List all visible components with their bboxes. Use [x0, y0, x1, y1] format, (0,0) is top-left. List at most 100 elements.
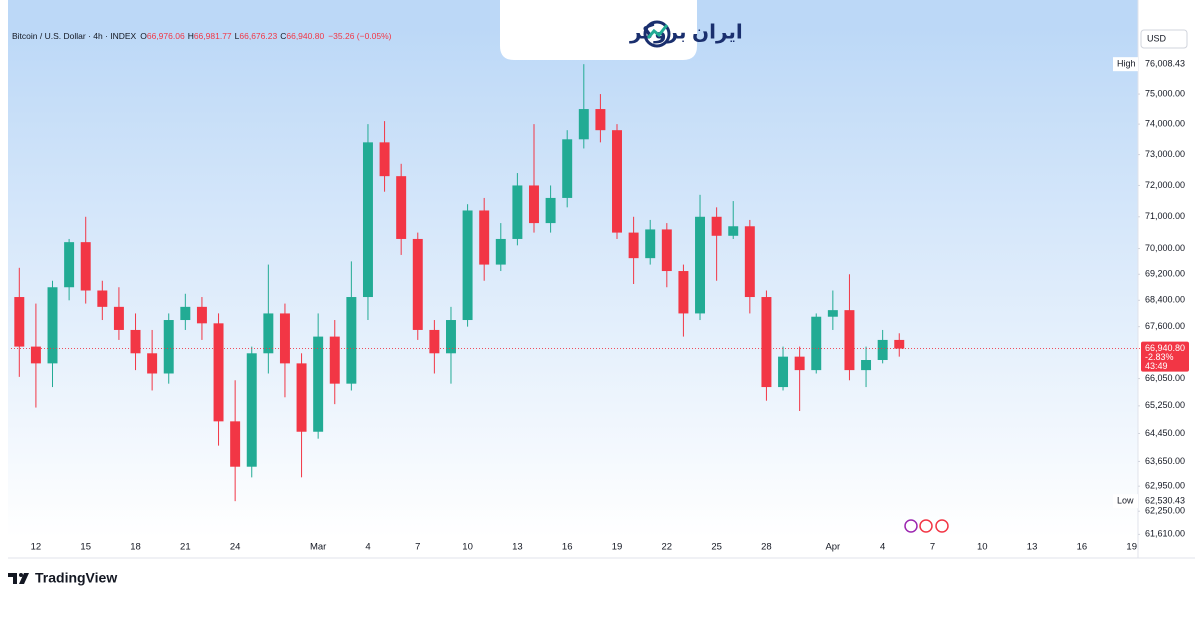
- candle-body: [412, 238, 423, 330]
- candle-body: [545, 197, 556, 224]
- tradingview-logo-icon: [8, 573, 29, 584]
- candle-body: [445, 320, 456, 354]
- x-tick-label: 22: [662, 542, 673, 553]
- ohlc-value: 66,976.06: [147, 31, 185, 41]
- x-tick-label: 15: [80, 542, 91, 553]
- ohlc-letter: H: [188, 31, 194, 41]
- y-tick-label: 75,000.00: [1145, 88, 1185, 98]
- y-tick-label: 70,000.00: [1145, 243, 1185, 253]
- marker-box: [1113, 57, 1138, 72]
- currency-label[interactable]: USD: [1147, 33, 1167, 43]
- candle-body: [47, 287, 58, 364]
- candle-body: [130, 329, 141, 354]
- candle-body: [64, 242, 75, 288]
- ohlc-letter: C: [280, 31, 286, 41]
- candle-body: [512, 185, 523, 239]
- candle-body: [147, 353, 158, 374]
- candle-body: [462, 210, 473, 321]
- x-tick-label: 25: [711, 542, 722, 553]
- y-tick-label: 65,250.00: [1145, 400, 1185, 410]
- broker-logo: ایران بروکر: [629, 21, 743, 43]
- candle-body: [844, 310, 855, 371]
- candle-body: [529, 185, 539, 224]
- candle-body: [894, 339, 905, 349]
- candle-body: [778, 356, 789, 388]
- candle-body: [711, 216, 722, 236]
- tradingview-logo: TradingView: [35, 570, 117, 586]
- candle-body: [794, 356, 805, 371]
- candle-body: [313, 336, 324, 432]
- x-tick-label: 13: [1027, 542, 1038, 553]
- candle-body: [180, 306, 191, 321]
- candle-body: [861, 360, 872, 371]
- candle-body: [661, 229, 672, 272]
- bar-countdown: 43:49: [1145, 361, 1168, 371]
- axes: 75,000.00 74,000.00 73,000.00 72,000.00 71,0…: [11, 57, 1189, 553]
- ohlc-letter: O: [140, 31, 147, 41]
- candle-body: [14, 297, 25, 347]
- x-tick-label: 16: [562, 542, 573, 553]
- x-tick-label: 10: [977, 542, 988, 553]
- y-tick-label: 64,450.00: [1145, 428, 1185, 438]
- event-icons[interactable]: [904, 519, 949, 533]
- candle-body: [329, 336, 340, 384]
- candle-body: [379, 142, 390, 177]
- marker-text: High: [1117, 59, 1136, 69]
- candle-body: [30, 346, 41, 364]
- x-tick-label: 16: [1077, 542, 1088, 553]
- candle-body: [263, 313, 274, 354]
- x-tick-label: Mar: [310, 542, 326, 553]
- current-price-label: 66,940.80: [1145, 343, 1185, 353]
- broker-logo-icon: [643, 20, 671, 48]
- y-tick-label: 72,000.00: [1145, 180, 1185, 190]
- y-tick-label: 68,400.00: [1145, 295, 1185, 305]
- ohlc-letter: L: [235, 31, 240, 41]
- x-tick-label: Apr: [825, 542, 840, 553]
- y-tick-label: 61,610.00: [1145, 529, 1185, 539]
- logo-box: [500, 0, 697, 60]
- x-tick-label: 13: [512, 542, 523, 553]
- x-tick-label: 24: [230, 542, 241, 553]
- y-tick-label: 63,650.00: [1145, 456, 1185, 466]
- change: −35.26 (−0.05%): [328, 31, 391, 41]
- x-tick-label: 10: [462, 542, 473, 553]
- candle-body: [213, 323, 224, 422]
- symbol: Bitcoin / U.S. Dollar · 4h · INDEX: [12, 31, 137, 41]
- x-tick-label: 19: [1126, 542, 1137, 553]
- candle-body: [113, 306, 124, 330]
- candle-body: [296, 363, 307, 432]
- plot-background: [8, 26, 1138, 538]
- candle-body: [362, 142, 373, 298]
- ohlc-legend: Bitcoin / U.S. Dollar · 4h · INDEX O66,97…: [12, 31, 392, 41]
- marker-label: 76,008.43: [1145, 59, 1185, 69]
- candle-body: [346, 297, 357, 384]
- candle-body: [628, 232, 639, 259]
- candle-body: [163, 320, 174, 374]
- candle-body: [827, 310, 838, 317]
- candle-body: [578, 109, 589, 140]
- candle-body: [761, 297, 772, 388]
- candle-body: [97, 290, 108, 307]
- y-tick-label: 66,050.00: [1145, 373, 1185, 383]
- candle-body: [728, 226, 739, 236]
- x-tick-label: 4: [880, 542, 885, 553]
- candle-body: [612, 130, 622, 233]
- candle-body: [80, 242, 91, 291]
- marker-text: Low: [1117, 496, 1134, 506]
- candle-body: [811, 316, 822, 371]
- candle-body: [230, 421, 241, 467]
- ohlc-value: 66,676.23: [239, 31, 277, 41]
- y-tick-label: 62,950.00: [1145, 481, 1185, 491]
- candle-body: [479, 210, 490, 265]
- marker-box: [1113, 494, 1138, 509]
- candle-body: [695, 216, 706, 314]
- x-tick-label: 28: [761, 542, 772, 553]
- currency-button[interactable]: [1140, 29, 1188, 49]
- candle-body: [645, 229, 656, 259]
- candles: [14, 64, 905, 502]
- candle-body: [279, 313, 290, 364]
- y-tick-label: 73,000.00: [1145, 149, 1185, 159]
- current-price-change: -2.83%: [1145, 352, 1174, 362]
